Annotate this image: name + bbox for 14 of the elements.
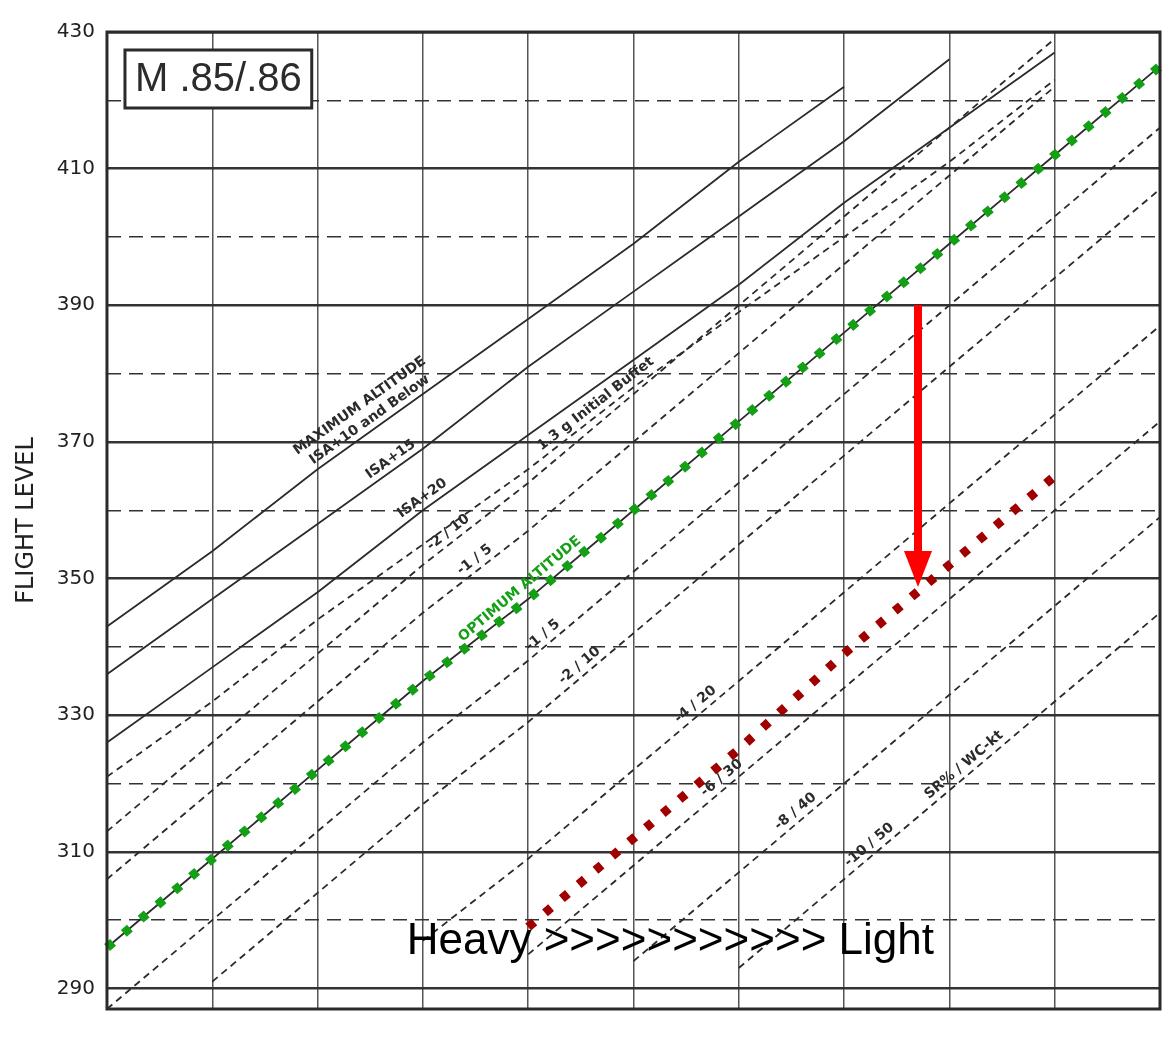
text: M .85/.86 [134,55,302,100]
y-tick-label: 370 [56,428,95,453]
y-tick-label: 390 [56,291,95,316]
y-tick-label: 290 [56,974,95,999]
y-tick-label: 430 [56,18,95,43]
text: -4 / 20 [670,681,720,726]
y-tick-label: 350 [56,564,95,589]
y-axis-title: FLIGHT LEVEL [10,436,39,604]
text: -10 / 50 [840,818,897,870]
y-tick-label: 310 [56,838,95,863]
text: -8 / 40 [770,788,820,833]
y-tick-label: 330 [56,701,95,726]
y-tick-label: 410 [56,154,95,179]
text: -6 / 30 [696,754,746,800]
